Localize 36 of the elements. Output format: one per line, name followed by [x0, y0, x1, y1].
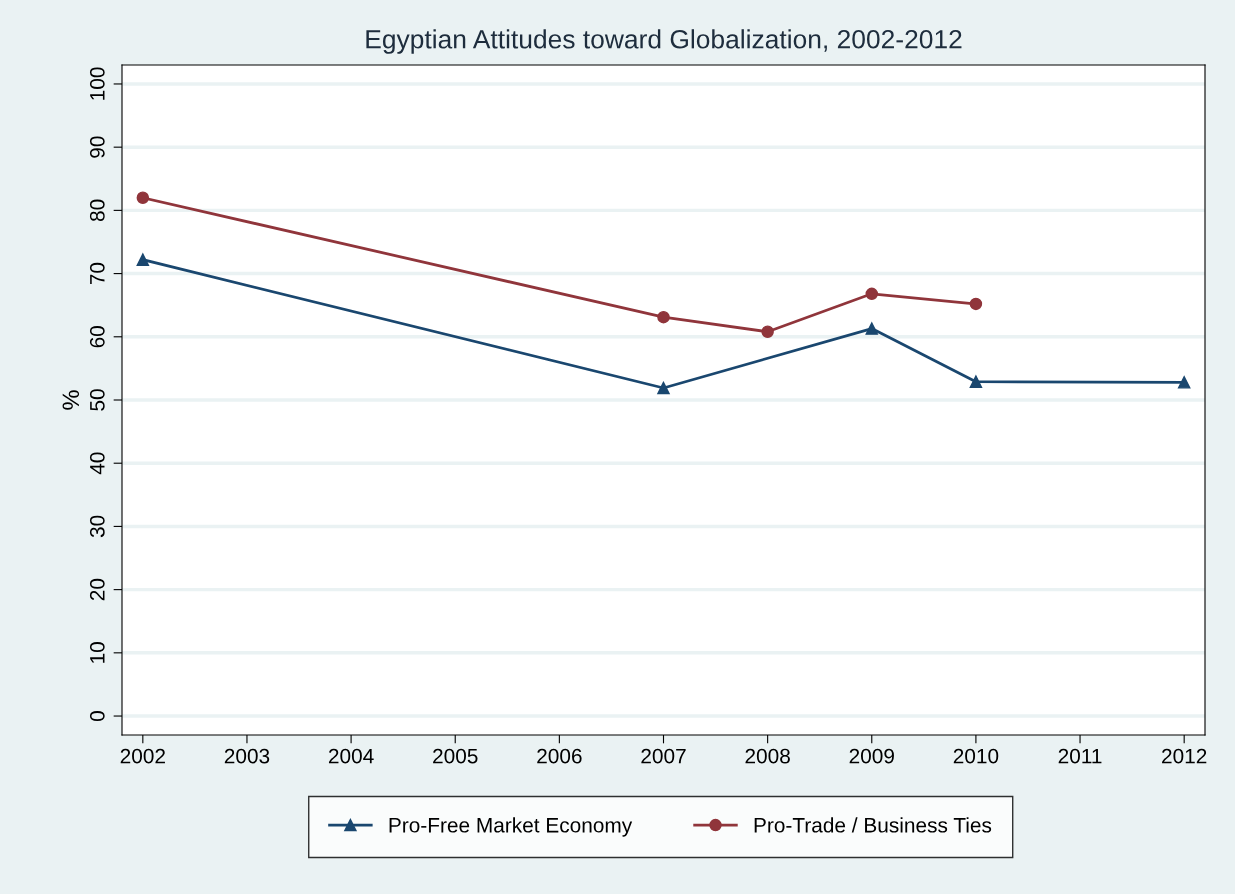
x-tick-label: 2003	[224, 748, 270, 764]
x-tick-label: 2007	[641, 748, 686, 764]
x-tick-label: 2012	[1162, 748, 1207, 764]
x-tick-label: 2002	[120, 748, 165, 764]
x-tick-label: 2010	[953, 748, 999, 764]
point	[136, 253, 150, 266]
point	[657, 381, 670, 395]
y-tick-label: 40	[89, 452, 105, 475]
x-tick-label: 2011	[1058, 748, 1102, 764]
x-tick-label: 2008	[745, 748, 790, 764]
chart-title: Egyptian Attitudes toward Globalization, 2002-2012	[366, 29, 962, 54]
y-tick-label: 100	[89, 67, 105, 100]
x-tick-label: 2005	[433, 748, 478, 764]
y-tick-label: 60	[89, 326, 105, 348]
point	[657, 310, 670, 324]
point	[969, 297, 983, 311]
y-tick-label: 70	[89, 262, 105, 285]
y-tick-label: 10	[89, 642, 105, 663]
y-tick-label: 30	[89, 515, 105, 538]
y-tick-label: 0	[89, 711, 105, 722]
y-tick-label: 90	[89, 136, 105, 158]
legend-label: Pro-Trade / Business Ties	[754, 817, 992, 833]
y-tick-label: 80	[89, 199, 105, 222]
legend-label: Pro-Free Market Economy	[389, 817, 633, 837]
y-axis-title: %	[62, 390, 80, 410]
y-tick-label: 50	[89, 389, 105, 411]
y-tick-label: 20	[89, 578, 105, 601]
x-tick-label: 2009	[849, 748, 894, 764]
point	[865, 322, 879, 335]
point	[761, 325, 774, 338]
point	[136, 191, 150, 204]
x-tick-label: 2006	[537, 748, 582, 764]
point	[969, 375, 983, 388]
x-tick-label: 2004	[328, 748, 374, 764]
point	[1177, 376, 1191, 389]
point	[865, 287, 879, 301]
